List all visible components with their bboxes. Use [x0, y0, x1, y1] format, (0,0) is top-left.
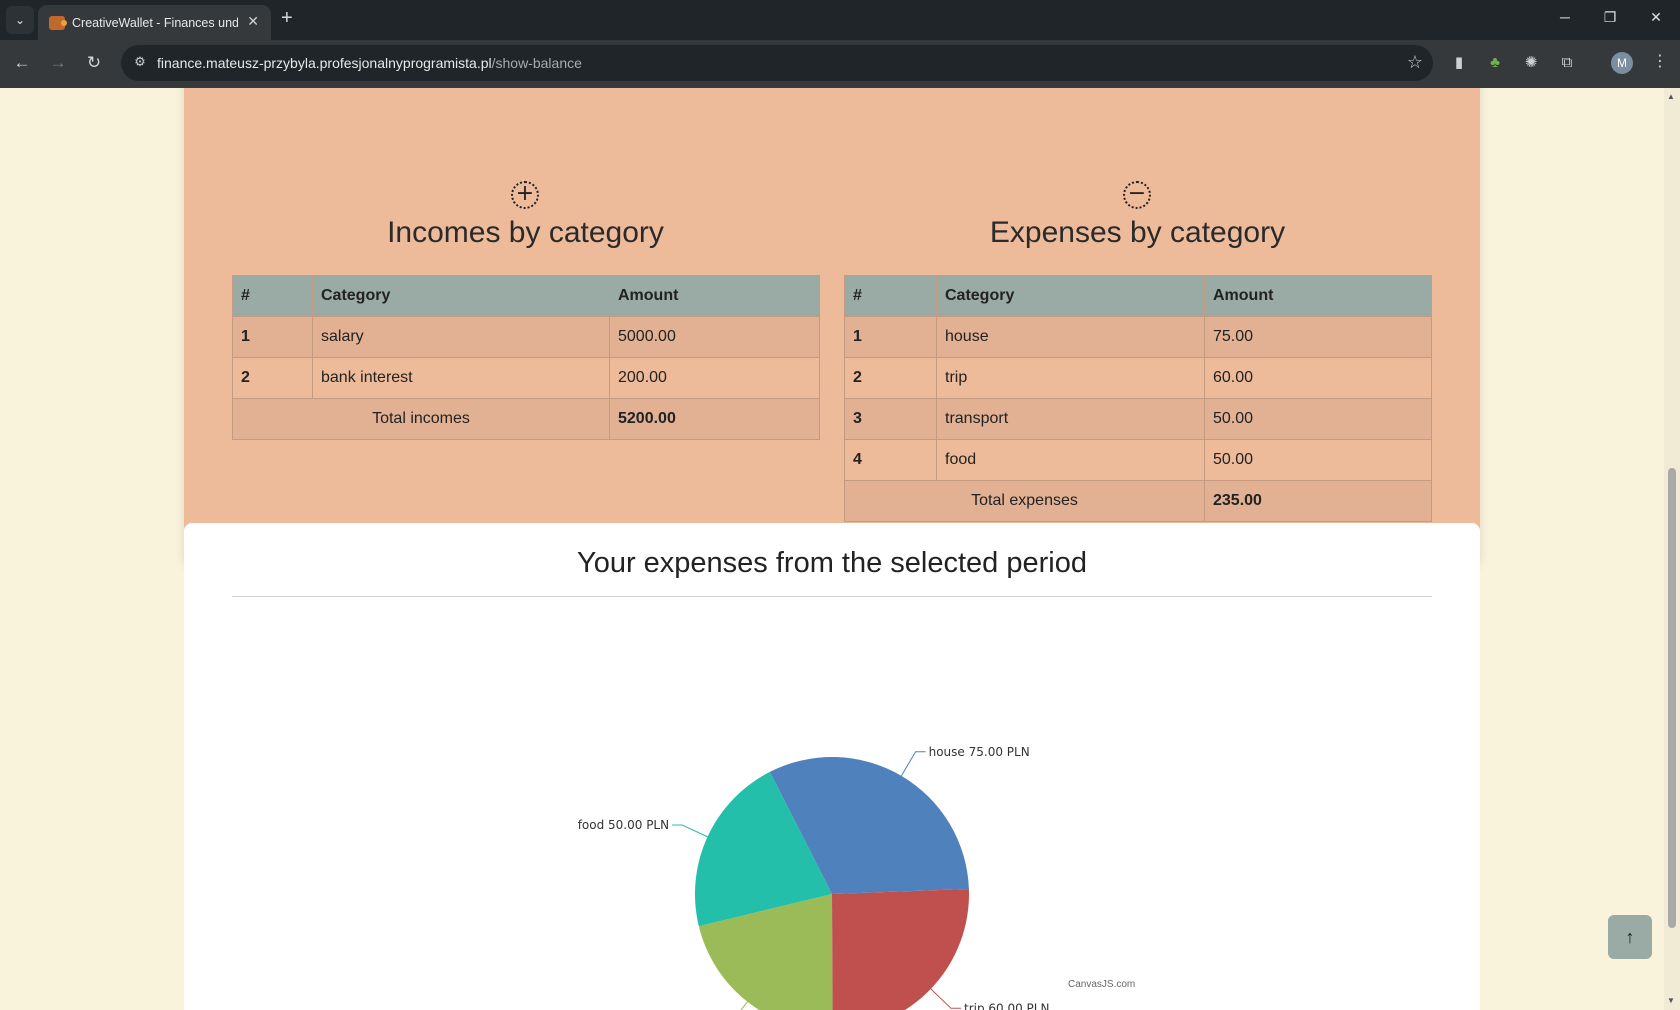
table-header-row: # Category Amount — [232, 275, 820, 317]
chart-title: Your expenses from the selected period — [577, 547, 1087, 579]
expenses-table: # Category Amount 1 house 75.00 2 trip 6… — [844, 275, 1432, 522]
pie-leader-line-house — [900, 751, 926, 777]
total-row: Total expenses 235.00 — [844, 480, 1432, 522]
table-header-row: # Category Amount — [844, 275, 1432, 317]
expenses-title: Expenses by category — [989, 216, 1286, 249]
total-incomes-label: Total incomes — [232, 398, 610, 440]
row-category: bank interest — [312, 357, 610, 399]
header-amount: Amount — [1204, 275, 1432, 317]
row-amount: 5000.00 — [609, 316, 820, 358]
header-number: # — [844, 275, 937, 317]
pie-leader-line-trip — [930, 988, 961, 1009]
pie-slice-transport[interactable] — [698, 894, 833, 1010]
row-amount: 60.00 — [1204, 357, 1432, 399]
incomes-table: # Category Amount 1 salary 5000.00 2 ban… — [232, 275, 820, 440]
scroll-up-arrow-icon[interactable]: ▲ — [1667, 92, 1675, 101]
total-incomes-value: 5200.00 — [609, 398, 820, 440]
url-path: /show-balance — [491, 55, 582, 71]
row-number: 4 — [844, 439, 937, 481]
row-number: 1 — [844, 316, 937, 358]
site-info-icon[interactable]: ⚙ — [134, 54, 146, 69]
row-category: transport — [936, 398, 1205, 440]
header-amount: Amount — [609, 275, 820, 317]
row-category: food — [936, 439, 1205, 481]
table-row: 2 bank interest 200.00 — [232, 357, 820, 399]
total-row: Total incomes 5200.00 — [232, 398, 820, 440]
extensions-puzzle-icon[interactable]: ⧉ — [1561, 54, 1573, 71]
page-scrollbar[interactable]: ▲ ▼ — [1664, 88, 1680, 1010]
pie-leader-line-food — [672, 824, 708, 838]
row-category: house — [936, 316, 1205, 358]
browser-tab-bar: ⌄ CreativeWallet - Finances under contro… — [0, 0, 1680, 40]
divider — [232, 596, 1432, 597]
total-expenses-value: 235.00 — [1204, 480, 1432, 522]
row-category: salary — [312, 316, 610, 358]
canvasjs-credit-link[interactable]: CanvasJS.com — [1068, 979, 1136, 990]
header-category: Category — [936, 275, 1205, 317]
pie-leader-line-transport — [740, 1001, 748, 1010]
pie-label-food: food 50.00 PLN — [578, 818, 669, 832]
react-extension-icon[interactable]: ✺ — [1524, 54, 1538, 71]
reload-button[interactable]: ↻ — [86, 53, 102, 72]
back-button[interactable]: ← — [13, 53, 31, 72]
row-category: trip — [936, 357, 1205, 399]
table-row: 2 trip 60.00 — [844, 357, 1432, 399]
scroll-thumb[interactable] — [1668, 468, 1676, 928]
url-text[interactable]: finance.mateusz-przybyla.profesjonalnypr… — [157, 55, 582, 71]
restore-window-button[interactable]: ❐ — [1603, 9, 1617, 25]
row-amount: 50.00 — [1204, 439, 1432, 481]
close-window-button[interactable]: ✕ — [1650, 9, 1662, 25]
address-bar[interactable]: ⚙ finance.mateusz-przybyla.profesjonalny… — [121, 45, 1433, 81]
url-host: finance.mateusz-przybyla.profesjonalnypr… — [157, 55, 492, 71]
forward-button[interactable]: → — [49, 53, 67, 72]
browser-menu-icon[interactable]: ⋮ — [1652, 53, 1668, 70]
balance-panel: + Incomes by category # Category Amount … — [184, 88, 1480, 563]
tab-search-button[interactable]: ⌄ — [6, 6, 34, 34]
minimize-window-button[interactable]: ─ — [1560, 9, 1570, 25]
tree-extension-icon[interactable]: ♣ — [1490, 54, 1500, 71]
expenses-chart-card: Your expenses from the selected period h… — [184, 523, 1480, 1010]
page-viewport: + Incomes by category # Category Amount … — [0, 88, 1664, 1010]
wallet-favicon-icon — [49, 16, 67, 30]
table-row: 3 transport 50.00 — [844, 398, 1432, 440]
row-number: 3 — [844, 398, 937, 440]
pie-slice-food[interactable] — [695, 771, 832, 927]
table-row: 1 house 75.00 — [844, 316, 1432, 358]
pie-label-house: house 75.00 PLN — [929, 745, 1030, 759]
incomes-title: Incomes by category — [387, 216, 664, 249]
pie-label-trip: trip 60.00 PLN — [964, 1001, 1049, 1010]
row-amount: 75.00 — [1204, 316, 1432, 358]
bookmark-star-icon[interactable]: ☆ — [1406, 52, 1423, 72]
profile-avatar[interactable]: M — [1611, 52, 1633, 74]
row-number: 1 — [232, 316, 313, 358]
row-amount: 200.00 — [609, 357, 820, 399]
browser-toolbar: ← → ↻ ⚙ finance.mateusz-przybyla.profesj… — [0, 40, 1680, 88]
total-expenses-label: Total expenses — [844, 480, 1205, 522]
close-tab-icon[interactable]: ✕ — [247, 13, 259, 29]
browser-tab[interactable]: CreativeWallet - Finances under control … — [38, 5, 271, 40]
tab-title: CreativeWallet - Finances under control — [72, 16, 238, 30]
scroll-down-arrow-icon[interactable]: ▼ — [1667, 996, 1675, 1005]
header-category: Category — [312, 275, 610, 317]
pie-slice-house[interactable] — [769, 757, 969, 894]
new-tab-button[interactable]: + — [281, 7, 293, 29]
row-number: 2 — [232, 357, 313, 399]
table-row: 4 food 50.00 — [844, 439, 1432, 481]
plus-circle-icon: + — [511, 181, 539, 209]
pie-slice-trip[interactable] — [832, 888, 969, 1010]
row-number: 2 — [844, 357, 937, 399]
table-row: 1 salary 5000.00 — [232, 316, 820, 358]
minus-circle-icon: − — [1123, 181, 1151, 209]
back-to-top-button[interactable]: ↑ — [1608, 915, 1652, 959]
extension-icon[interactable]: ▮ — [1454, 54, 1464, 71]
row-amount: 50.00 — [1204, 398, 1432, 440]
header-number: # — [232, 275, 313, 317]
